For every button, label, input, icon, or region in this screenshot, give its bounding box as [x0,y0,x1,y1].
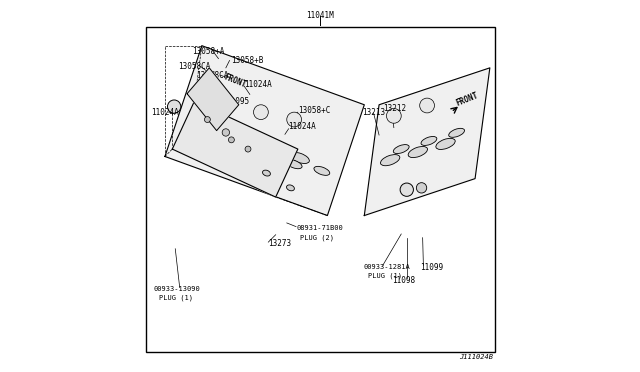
Text: 11024A: 11024A [244,80,272,89]
Polygon shape [172,101,298,197]
Circle shape [245,146,251,152]
Ellipse shape [436,138,455,150]
Polygon shape [165,46,364,215]
Text: J111024B: J111024B [460,353,493,359]
Ellipse shape [394,145,409,154]
Polygon shape [364,68,490,215]
Ellipse shape [290,153,309,164]
Text: PLUG (1): PLUG (1) [368,272,402,279]
Text: 08931-71B00: 08931-71B00 [296,225,343,231]
Ellipse shape [286,160,302,169]
Ellipse shape [408,147,428,158]
Circle shape [420,98,435,113]
Circle shape [253,105,268,119]
Text: 13058+C: 13058+C [298,106,330,115]
Ellipse shape [231,147,246,155]
Ellipse shape [235,139,254,150]
Circle shape [287,112,301,127]
Text: 13212: 13212 [383,104,406,113]
Circle shape [228,137,234,143]
Text: 13273: 13273 [268,239,291,248]
Circle shape [168,100,181,113]
Circle shape [220,97,235,112]
Text: 13213: 13213 [362,108,385,117]
Text: 13058CA: 13058CA [196,71,228,80]
Circle shape [204,116,211,122]
Circle shape [417,183,427,193]
Ellipse shape [259,153,275,162]
Text: FRONT: FRONT [222,72,247,89]
Ellipse shape [421,137,437,145]
Text: 11024A: 11024A [289,122,316,131]
Text: 11095: 11095 [226,97,249,106]
Circle shape [222,129,230,136]
Text: 11099: 11099 [420,263,443,272]
Ellipse shape [449,128,465,137]
Ellipse shape [287,185,294,191]
Text: 11024A: 11024A [151,108,179,117]
Text: 00933-1281A: 00933-1281A [364,264,410,270]
Text: 13058+B: 13058+B [232,56,264,65]
Ellipse shape [262,146,282,157]
Circle shape [400,183,413,196]
Circle shape [387,109,401,123]
Text: 13058+A: 13058+A [193,47,225,56]
Text: 00933-13090: 00933-13090 [154,286,200,292]
Ellipse shape [314,166,330,175]
Ellipse shape [207,132,227,144]
Text: 11041M: 11041M [306,11,334,20]
Text: 13058CA: 13058CA [178,61,210,71]
Text: PLUG (2): PLUG (2) [300,234,335,241]
Text: 11098: 11098 [392,276,415,285]
Ellipse shape [381,155,400,166]
Text: PLUG (1): PLUG (1) [159,295,193,301]
Ellipse shape [262,170,270,176]
Polygon shape [187,68,239,131]
Text: FRONT: FRONT [455,91,479,108]
